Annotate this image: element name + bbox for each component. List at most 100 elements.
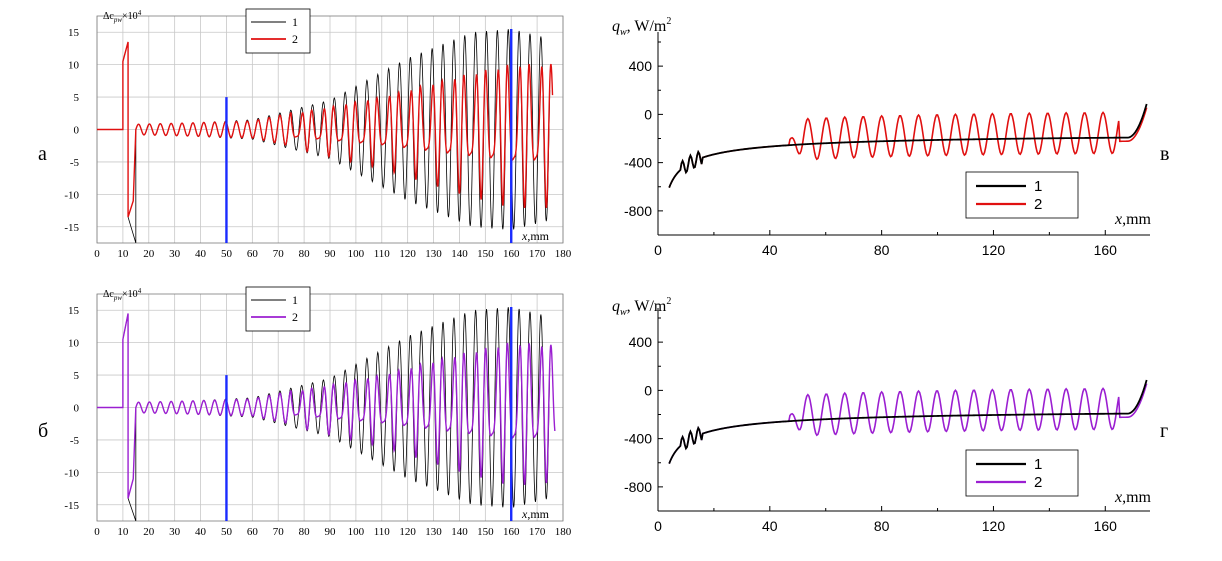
series-line-2 [97,41,554,218]
legend-box [245,8,311,54]
x-tick-label: 140 [451,526,468,538]
x-tick-label: 0 [94,526,100,538]
x-tick-label: 160 [503,248,520,260]
x-tick-label: 20 [143,526,155,538]
legend-label-2: 2 [292,32,298,46]
x-tick-label: 160 [1094,518,1118,534]
x-tick-label: 70 [273,248,285,260]
y-tick-label: -15 [64,222,79,234]
x-tick-label: 50 [221,248,233,260]
legend-label-2: 2 [292,310,298,324]
x-tick-label: 30 [169,526,181,538]
ylabel-d: qw, W/m2 [612,296,671,318]
x-tick-label: 100 [348,526,365,538]
plot-area-a: 0 10 20 30 40 50 60 70 80 90 100 110 120 130 140 150 160… [64,8,572,260]
plot-area-d: 0 40 80 120 160 -800 -400 0 400 12 [624,308,1150,534]
legend-box [965,449,1079,497]
x-tick-label: 50 [221,526,233,538]
legend: 12 [965,171,1079,219]
x-tick-label: 110 [374,526,391,538]
y-tick-label: -5 [70,435,80,447]
x-tick-label: 120 [399,526,416,538]
x-tick-label: 10 [117,526,129,538]
x-tick-label: 0 [654,518,662,534]
series-line-2 [97,313,556,499]
ylabel-a: Δcpw×104 [103,9,142,24]
x-tick-label: 110 [374,248,391,260]
x-tick-label: 180 [555,248,572,260]
legend-label-2: 2 [1034,196,1042,213]
legend: 12 [965,449,1079,497]
y-tick-label: 5 [74,370,80,382]
series-line-1 [668,103,1148,188]
y-tick-label: -400 [624,431,652,447]
x-tick-label: 120 [982,518,1006,534]
x-tick-label: 40 [762,242,778,258]
y-tick-label: 0 [74,403,80,415]
x-tick-label: 80 [874,518,890,534]
y-tick-label: 5 [74,92,80,104]
x-tick-label: 90 [325,248,337,260]
x-tick-label: 60 [247,526,259,538]
x-tick-label: 180 [555,526,572,538]
y-tick-label: -5 [70,157,80,169]
y-tick-label: 15 [68,305,80,317]
legend-label-1: 1 [292,293,298,307]
chart-panel-b: 0 10 20 30 40 50 60 70 80 90 100 110 120 130 140 150 160… [64,286,572,538]
y-tick-label: -800 [624,479,652,495]
legend: 12 [245,286,311,332]
panel-letter-b: б [38,420,48,442]
x-tick-label: 160 [1094,242,1118,258]
x-tick-label: 40 [762,518,778,534]
x-tick-label: 80 [299,248,311,260]
x-tick-label: 150 [477,248,494,260]
y-tick-label: 0 [644,106,652,122]
x-tick-label: 120 [982,242,1006,258]
x-tick-label: 140 [451,248,468,260]
plot-area-b: 0 10 20 30 40 50 60 70 80 90 100 110 120 130 140 150 160… [64,286,572,538]
x-tick-label: 0 [94,248,100,260]
y-tick-label: 10 [68,60,80,72]
y-tick-label: 15 [68,27,80,39]
x-tick-label: 40 [195,526,207,538]
x-tick-label: 120 [399,248,416,260]
legend-box [245,286,311,332]
x-tick-label: 170 [529,526,546,538]
xlabel-d: x,mm [1114,489,1152,506]
plot-area-c: 0 40 80 120 160 -800 -400 0 400 12 [624,32,1150,258]
legend-label-1: 1 [1034,456,1042,473]
chart-panel-c: 0 40 80 120 160 -800 -400 0 400 12 qw, W/m2 x,mm [612,16,1152,258]
xlabel-c: x,mm [1114,211,1152,228]
y-tick-label: 10 [68,338,80,350]
panel-letter-a: а [38,143,47,165]
x-tick-label: 60 [247,248,259,260]
x-tick-label: 170 [529,248,546,260]
x-tick-label: 0 [654,242,662,258]
x-tick-label: 10 [117,248,129,260]
legend: 12 [245,8,311,54]
y-tick-label: 0 [74,125,80,137]
series-line-1 [97,29,551,243]
x-tick-label: 90 [325,526,337,538]
x-tick-label: 30 [169,248,181,260]
x-tick-label: 20 [143,248,155,260]
x-tick-label: 70 [273,526,285,538]
y-tick-label: -10 [64,189,79,201]
chart-panel-d: 0 40 80 120 160 -800 -400 0 400 12 qw, W/m2 x,mm [612,296,1152,534]
panel-letter-c: в [1160,143,1169,165]
series-line-1 [668,379,1148,464]
y-tick-label: -800 [624,203,652,219]
legend-label-1: 1 [1034,178,1042,195]
x-tick-label: 150 [477,526,494,538]
ylabel-c: qw, W/m2 [612,16,671,38]
x-tick-label: 100 [348,248,365,260]
y-tick-label: 400 [629,58,653,74]
x-tick-label: 130 [425,526,442,538]
y-tick-label: -10 [64,467,79,479]
x-tick-label: 160 [503,526,520,538]
x-tick-label: 80 [874,242,890,258]
y-tick-label: -400 [624,155,652,171]
panel-letter-d: г [1160,420,1168,442]
xlabel-a: x,mm [521,229,550,243]
y-tick-label: 400 [629,334,653,350]
